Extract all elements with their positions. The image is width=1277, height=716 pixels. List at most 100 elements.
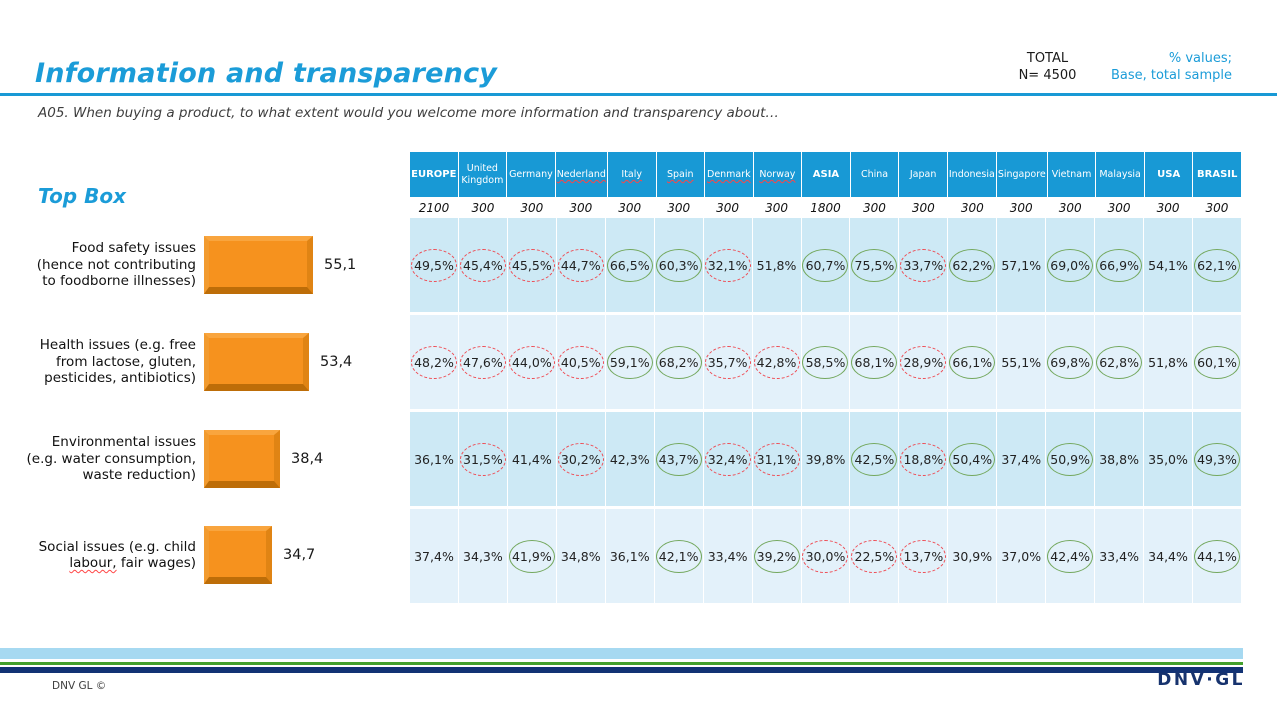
column-header-germany: Germany	[507, 152, 555, 197]
value-plain: 39,8%	[805, 451, 846, 467]
column-header-nederland: Nederland	[555, 152, 607, 197]
cell-malaysia: 38,8%	[1095, 412, 1144, 506]
value-circled-green: 69,8%	[1047, 345, 1094, 379]
value-plain: 38,8%	[1099, 451, 1139, 467]
base-n-germany: 300	[507, 197, 556, 218]
cell-italy: 66,5%	[605, 218, 654, 312]
cell-asia: 58,5%	[801, 315, 850, 409]
total-label: TOTAL	[1026, 51, 1069, 66]
base-n-denmark: 300	[703, 197, 752, 218]
chart-category-label: Environmental issues (e.g. water consump…	[26, 434, 196, 484]
chart-category-label: Food safety issues (hence not contributi…	[36, 240, 196, 290]
cell-germany: 41,9%	[507, 509, 556, 603]
cell-brasil: 60,1%	[1193, 315, 1241, 409]
value-circled-red: 28,9%	[900, 345, 947, 379]
value-circled-red: 22,5%	[851, 539, 898, 573]
value-plain: 41,4%	[511, 451, 552, 467]
cell-spain: 43,7%	[654, 412, 703, 506]
bar-value-label: 38,4	[291, 451, 324, 467]
value-circled-green: 62,2%	[949, 248, 996, 282]
base-n-china: 300	[850, 197, 899, 218]
value-circled-green: 50,4%	[949, 442, 996, 476]
table-row-environmental-issues-e-g: 36,1% 31,5% 41,4% 30,2% 42,3% 43,7% 32,4% 31,1%…	[410, 412, 1241, 506]
cell-brasil: 49,3%	[1193, 412, 1241, 506]
cell-indonesia: 62,2%	[948, 218, 997, 312]
table-header-row: EUROPE United Kingdom Germany Nederland Ital…	[410, 152, 1242, 197]
column-header-norway: Norway	[753, 152, 802, 197]
cell-brasil: 62,1%	[1193, 218, 1241, 312]
cell-malaysia: 33,4%	[1095, 509, 1144, 603]
cell-norway: 51,8%	[752, 218, 801, 312]
value-circled-red: 45,4%	[459, 248, 506, 282]
column-header-singapore: Singapore	[996, 152, 1047, 197]
value-circled-red: 44,7%	[557, 248, 604, 282]
value-plain: 33,4%	[1099, 548, 1139, 564]
chart-row-social-issues-e-g-child-: Social issues (e.g. child labour, fair w…	[0, 509, 408, 601]
cell-vietnam: 42,4%	[1046, 509, 1095, 603]
cell-nederland: 30,2%	[556, 412, 605, 506]
value-plain: 37,0%	[1001, 548, 1042, 564]
base-n-spain: 300	[654, 197, 703, 218]
value-plain: 42,3%	[609, 451, 650, 467]
value-circled-green: 39,2%	[753, 539, 800, 573]
value-circled-green: 50,9%	[1047, 442, 1094, 476]
column-header-label: Indonesia	[948, 168, 995, 180]
value-circled-green: 62,1%	[1193, 248, 1240, 282]
cell-malaysia: 66,9%	[1095, 218, 1144, 312]
value-plain: 54,1%	[1148, 257, 1188, 273]
value-circled-green: 66,9%	[1096, 248, 1143, 282]
column-header-label: Nederland	[556, 168, 606, 180]
base-n-united-kingdom: 300	[458, 197, 507, 218]
value-plain: 57,1%	[1001, 257, 1042, 273]
cell-indonesia: 66,1%	[948, 315, 997, 409]
cell-indonesia: 50,4%	[948, 412, 997, 506]
column-header-usa: USA	[1144, 152, 1193, 197]
table-row-social-issues-e-g-child-: 37,4% 34,3% 41,9% 34,8% 36,1% 42,1% 33,4% 39,2%…	[410, 509, 1241, 603]
value-circled-green: 60,3%	[655, 248, 702, 282]
value-circled-green: 44,1%	[1193, 539, 1240, 573]
column-header-label: ASIA	[812, 168, 840, 180]
value-circled-green: 60,7%	[802, 248, 849, 282]
column-header-label: Italy	[621, 168, 643, 180]
cell-spain: 68,2%	[654, 315, 703, 409]
cell-asia: 30,0%	[801, 509, 850, 603]
cell-usa: 35,0%	[1144, 412, 1192, 506]
table-body: 49,5% 45,4% 45,5% 44,7% 66,5% 60,3% 32,1% 51,8%…	[410, 218, 1241, 603]
value-plain: 34,4%	[1148, 548, 1188, 564]
cell-germany: 45,5%	[507, 218, 556, 312]
title-divider	[0, 93, 1277, 96]
column-header-label: EUROPE	[411, 168, 457, 180]
column-header-label: Malaysia	[1099, 168, 1141, 180]
bar-health-issues-e-g-free-f	[204, 333, 309, 391]
value-circled-green: 75,5%	[851, 248, 898, 282]
footer-stripe-navy	[0, 667, 1243, 673]
bar-social-issues-e-g-child-	[204, 526, 272, 584]
column-header-label: Denmark	[707, 168, 751, 180]
value-circled-red: 30,0%	[802, 539, 849, 573]
chart-category-label: Social issues (e.g. child labour, fair w…	[38, 538, 196, 571]
cell-vietnam: 69,8%	[1046, 315, 1095, 409]
cell-usa: 54,1%	[1144, 218, 1192, 312]
base-n-indonesia: 300	[948, 197, 997, 218]
value-circled-red: 47,6%	[459, 345, 506, 379]
column-header-italy: Italy	[607, 152, 656, 197]
results-table: EUROPE United Kingdom Germany Nederland Ital…	[410, 152, 1242, 603]
cell-nederland: 44,7%	[556, 218, 605, 312]
cell-china: 22,5%	[850, 509, 899, 603]
value-circled-red: 31,5%	[459, 442, 506, 476]
column-header-label: Japan	[909, 168, 937, 180]
value-circled-green: 66,1%	[949, 345, 996, 379]
cell-united-kingdom: 47,6%	[458, 315, 507, 409]
cell-singapore: 55,1%	[997, 315, 1046, 409]
column-header-label: China	[860, 168, 889, 180]
cell-united-kingdom: 45,4%	[458, 218, 507, 312]
column-header-brasil: BRASIL	[1193, 152, 1242, 197]
cell-singapore: 37,0%	[997, 509, 1046, 603]
total-sample-block: TOTAL N= 4500	[1000, 51, 1095, 85]
cell-japan: 13,7%	[899, 509, 948, 603]
value-circled-red: 18,8%	[900, 442, 947, 476]
column-header-spain: Spain	[656, 152, 705, 197]
cell-japan: 33,7%	[899, 218, 948, 312]
value-circled-red: 40,5%	[557, 345, 604, 379]
base-n-usa: 300	[1144, 197, 1192, 218]
